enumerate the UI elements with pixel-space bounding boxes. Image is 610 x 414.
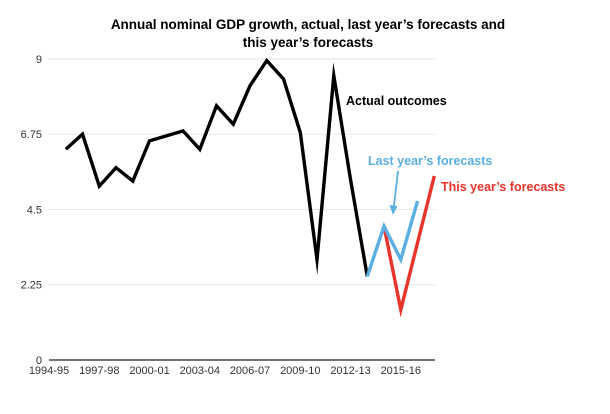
series-line-this-years-forecasts [382, 175, 436, 318]
x-tick-label: 2009-10 [280, 365, 320, 377]
annotation-last-years-forecasts: Last year’s forecasts [368, 154, 492, 168]
y-tick-label: 9 [36, 54, 42, 66]
chart-title-line-2: this year’s forecasts [243, 35, 374, 50]
y-tick-label: 0 [36, 355, 42, 367]
x-tick-label: 2012-13 [330, 365, 370, 377]
series-line-actual-outcomes [64, 57, 369, 277]
y-tick-label: 4.5 [27, 204, 42, 216]
y-tick-label: 2.25 [21, 280, 42, 292]
x-tick-label: 1994-95 [29, 365, 69, 377]
x-tick-label: 1997-98 [79, 365, 119, 377]
annotation-actual-outcomes: Actual outcomes [346, 94, 447, 108]
x-axis-ticks: 1994-95 1997-98 2000-01 2003-04 2006-07 2009-… [29, 365, 421, 377]
annotation-this-years-forecasts: This year’s forecasts [441, 180, 565, 194]
x-tick-label: 2000-01 [129, 365, 169, 377]
x-tick-label: 2015-16 [381, 365, 421, 377]
y-tick-label: 6.75 [21, 129, 42, 141]
chart-title-line-1: Annual nominal GDP growth, actual, last … [111, 17, 505, 32]
series-line-last-years-forecasts [365, 200, 420, 277]
forecast-arrow [389, 170, 399, 215]
series-lines [64, 57, 436, 318]
x-tick-label: 2006-07 [230, 365, 270, 377]
x-tick-label: 2003-04 [180, 365, 220, 377]
gridlines [49, 58, 435, 286]
y-axis-ticks: 0 2.25 4.5 6.75 9 [21, 54, 42, 367]
